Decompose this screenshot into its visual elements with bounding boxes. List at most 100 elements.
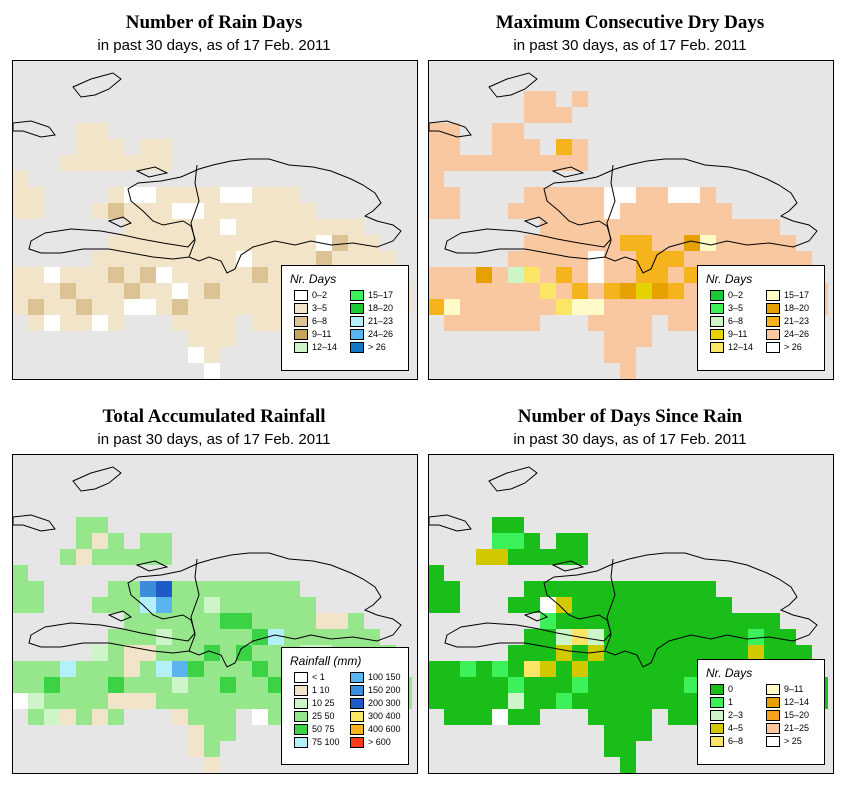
grid-cell — [188, 251, 204, 267]
island-outline — [488, 72, 538, 98]
grid-cell — [108, 155, 124, 171]
grid-cell — [668, 645, 684, 661]
grid-cell — [652, 235, 668, 251]
grid-cell — [636, 283, 652, 299]
grid-cell — [748, 219, 764, 235]
grid-cell — [556, 661, 572, 677]
grid-cell — [172, 629, 188, 645]
grid-cell — [636, 725, 652, 741]
grid-cell — [13, 283, 28, 299]
grid-cell — [140, 533, 156, 549]
grid-cell — [28, 283, 44, 299]
legend-label: > 600 — [368, 737, 391, 747]
grid-cell — [492, 155, 508, 171]
grid-cell — [604, 597, 620, 613]
grid-cell — [652, 661, 668, 677]
grid-cell — [108, 267, 124, 283]
grid-cell — [540, 107, 556, 123]
grid-cell — [588, 613, 604, 629]
grid-cell — [604, 693, 620, 709]
legend-label: 10 25 — [312, 698, 335, 708]
grid-cell — [604, 187, 620, 203]
country-border — [188, 558, 200, 652]
grid-cell — [524, 107, 540, 123]
grid-cell — [92, 549, 108, 565]
legend-item: 21–23 — [766, 316, 809, 327]
grid-cell — [108, 693, 124, 709]
grid-cell — [236, 251, 252, 267]
legend-swatch — [294, 316, 308, 327]
panel-subtitle: in past 30 days, as of 17 Feb. 2011 — [97, 37, 331, 54]
grid-cell — [252, 283, 268, 299]
grid-cell — [188, 283, 204, 299]
legend-label: > 26 — [368, 342, 386, 352]
legend-item: 12–14 — [294, 342, 337, 353]
grid-cell — [444, 315, 460, 331]
grid-cell — [444, 203, 460, 219]
grid-cell — [460, 677, 476, 693]
grid-cell — [652, 283, 668, 299]
legend-swatch — [766, 697, 780, 708]
legend-item: 3–5 — [294, 303, 327, 314]
grid-cell — [108, 187, 124, 203]
legend-item: 18–20 — [766, 303, 809, 314]
grid-cell — [268, 235, 284, 251]
legend-item: 0 — [710, 684, 733, 695]
legend-label: 400 600 — [368, 724, 401, 734]
grid-cell — [220, 315, 236, 331]
legend-swatch — [710, 736, 724, 747]
island-outline — [72, 72, 122, 98]
grid-cell — [556, 283, 572, 299]
grid-cell — [508, 597, 524, 613]
grid-cell — [764, 645, 780, 661]
legend-label: 15–17 — [784, 290, 810, 300]
grid-cell — [108, 235, 124, 251]
legend-swatch — [710, 723, 724, 734]
grid-cell — [124, 187, 140, 203]
grid-cell — [429, 581, 444, 597]
grid-cell — [236, 597, 252, 613]
grid-cell — [300, 597, 316, 613]
grid-cell — [780, 251, 796, 267]
grid-cell — [268, 677, 284, 693]
grid-cell — [572, 581, 588, 597]
grid-cell — [620, 693, 636, 709]
grid-cell — [204, 251, 220, 267]
grid-cell — [652, 629, 668, 645]
grid-cell — [748, 645, 764, 661]
grid-cell — [92, 267, 108, 283]
grid-cell — [236, 661, 252, 677]
grid-cell — [252, 645, 268, 661]
island-outline — [107, 216, 133, 228]
legend-label: 3–5 — [728, 303, 744, 313]
legend-label: 2–3 — [728, 710, 744, 720]
grid-cell — [108, 709, 124, 725]
legend-item: > 26 — [766, 342, 802, 353]
grid-cell — [620, 677, 636, 693]
legend-swatch — [710, 303, 724, 314]
grid-cell — [76, 693, 92, 709]
grid-cell — [668, 267, 684, 283]
grid-cell — [204, 283, 220, 299]
grid-cell — [780, 645, 796, 661]
legend-item: 300 400 — [350, 711, 401, 722]
grid-cell — [140, 645, 156, 661]
legend-item: 0–2 — [710, 290, 743, 301]
grid-cell — [444, 139, 460, 155]
grid-cell — [268, 283, 284, 299]
grid-cell — [268, 709, 284, 725]
grid-cell — [540, 581, 556, 597]
grid-cell — [540, 91, 556, 107]
grid-cell — [124, 267, 140, 283]
grid-cell — [556, 267, 572, 283]
grid-cell — [156, 597, 172, 613]
legend-item: 12–14 — [710, 342, 753, 353]
grid-cell — [76, 517, 92, 533]
grid-cell — [220, 251, 236, 267]
grid-cell — [556, 251, 572, 267]
grid-cell — [444, 283, 460, 299]
grid-cell — [236, 203, 252, 219]
grid-cell — [172, 187, 188, 203]
grid-cell — [668, 709, 684, 725]
grid-cell — [348, 613, 364, 629]
